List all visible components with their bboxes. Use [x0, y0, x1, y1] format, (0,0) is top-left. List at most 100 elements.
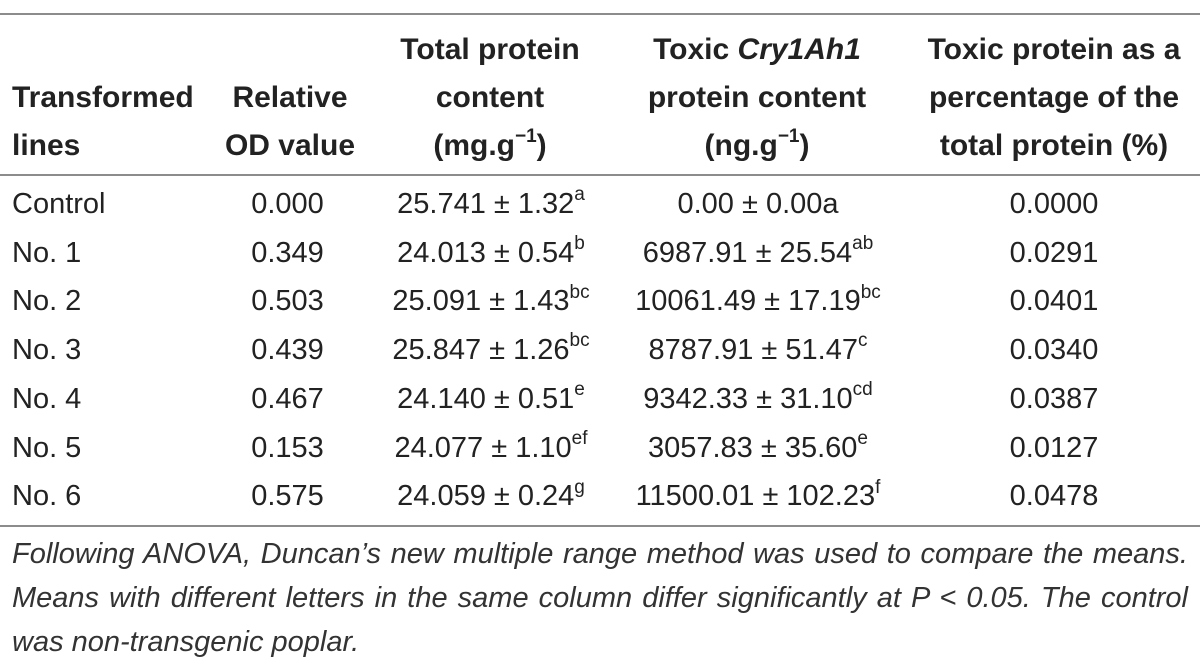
cell-toxic-percentage-value: 0.0000	[1009, 188, 1099, 220]
header-toxic-percentage: Toxic protein as a percentage of the tot…	[908, 20, 1200, 170]
cell-relative-od: 0.153	[210, 424, 365, 472]
table-row: No. 4 0.467 24.140 ± 0.51e 9342.33 ± 31.10c…	[0, 375, 1200, 423]
cell-transformed-line-value: No. 3	[12, 334, 82, 367]
cell-toxic-protein: 6987.91 ± 25.54ab	[610, 229, 906, 277]
header-line: (mg.g−1)	[370, 122, 610, 170]
significance-letter: ab	[852, 233, 874, 255]
cell-relative-od: 0.439	[210, 326, 365, 374]
cell-transformed-line-value: No. 6	[12, 480, 82, 513]
cell-toxic-percentage-value: 0.0340	[1009, 334, 1099, 367]
table-footnote: Following ANOVA, Duncan’s new multiple r…	[12, 538, 1188, 658]
cell-transformed-line-value: Control	[12, 188, 106, 220]
cell-relative-od-value: 0.575	[251, 480, 324, 513]
cell-relative-od: 0.575	[210, 472, 365, 520]
cell-toxic-protein: 8787.91 ± 51.47c	[610, 326, 906, 374]
cell-relative-od: 0.000	[210, 180, 365, 228]
header-line: total protein (%)	[939, 129, 1169, 162]
cell-transformed-line-value: No. 1	[12, 236, 82, 269]
cell-relative-od-value: 0.439	[251, 334, 324, 367]
header-unit: (ng.g	[704, 129, 778, 162]
cell-toxic-protein-value: 11500.01 ± 102.23	[635, 480, 876, 513]
cell-total-protein-value: 25.741 ± 1.32	[397, 188, 575, 220]
header-unit: (mg.g	[433, 129, 515, 162]
cell-total-protein: 24.140 ± 0.51e	[366, 375, 616, 423]
header-line: (ng.g−1)	[612, 122, 902, 170]
cell-total-protein-value: 25.847 ± 1.26	[392, 334, 570, 367]
cell-toxic-protein: 0.00 ± 0.00a	[610, 180, 906, 228]
cell-total-protein: 25.091 ± 1.43bc	[366, 277, 616, 325]
cell-toxic-protein-value: 0.00 ± 0.00a	[677, 188, 839, 220]
header-line: percentage of the	[928, 81, 1180, 114]
cell-relative-od: 0.349	[210, 229, 365, 277]
cell-toxic-percentage: 0.0478	[908, 472, 1200, 520]
cell-transformed-line: No. 5	[12, 424, 81, 472]
cell-toxic-percentage: 0.0000	[908, 180, 1200, 228]
significance-letter: e	[574, 379, 585, 401]
significance-letter: bc	[860, 281, 881, 303]
cell-relative-od-value: 0.153	[251, 431, 324, 464]
significance-letter: cd	[852, 379, 873, 401]
cell-toxic-percentage: 0.0387	[908, 375, 1200, 423]
cell-transformed-line-value: No. 5	[12, 431, 82, 464]
header-text: Toxic	[653, 33, 738, 66]
cell-toxic-percentage-value: 0.0401	[1009, 285, 1099, 318]
cell-transformed-line: No. 6	[12, 472, 81, 520]
cell-total-protein: 24.059 ± 0.24g	[366, 472, 616, 520]
significance-letter: a	[574, 184, 585, 206]
table-row: No. 3 0.439 25.847 ± 1.26bc 8787.91 ± 51.47…	[0, 326, 1200, 374]
cell-transformed-line: No. 2	[12, 277, 81, 325]
cell-relative-od-value: 0.000	[251, 188, 324, 220]
cell-transformed-line-value: No. 2	[12, 285, 82, 318]
header-unit-exponent: −1	[777, 126, 800, 147]
significance-letter: b	[574, 233, 585, 255]
cell-toxic-protein: 3057.83 ± 35.60e	[610, 424, 906, 472]
cell-relative-od-value: 0.349	[251, 236, 324, 269]
header-toxic-protein: Toxic Cry1Ah1 protein content (ng.g−1)	[612, 20, 902, 170]
header-line: Relative	[232, 81, 348, 114]
cell-toxic-protein: 9342.33 ± 31.10cd	[610, 375, 906, 423]
significance-letter: e	[857, 427, 868, 449]
cell-total-protein: 25.741 ± 1.32a	[366, 180, 616, 228]
cell-toxic-percentage: 0.0127	[908, 424, 1200, 472]
cell-transformed-line: No. 4	[12, 375, 81, 423]
header-line: Toxic Cry1Ah1	[612, 26, 902, 74]
cell-toxic-percentage: 0.0340	[908, 326, 1200, 374]
cell-toxic-protein: 10061.49 ± 17.19bc	[610, 277, 906, 325]
header-transformed-lines: Transformed lines	[12, 20, 194, 170]
header-line: lines	[12, 129, 81, 162]
header-relative-od: Relative OD value	[210, 20, 370, 170]
cell-toxic-percentage: 0.0401	[908, 277, 1200, 325]
significance-letter: c	[857, 330, 868, 352]
cell-toxic-protein-value: 8787.91 ± 51.47	[648, 334, 858, 367]
significance-letter: f	[875, 476, 881, 498]
header-total-protein: Total protein content (mg.g−1)	[370, 20, 610, 170]
header-unit-close: )	[799, 129, 810, 162]
cell-toxic-percentage-value: 0.0291	[1009, 236, 1099, 269]
header-gene-name: Cry1Ah1	[737, 33, 861, 66]
header-unit-close: )	[536, 129, 547, 162]
header-line: OD value	[224, 129, 356, 162]
table-row: No. 1 0.349 24.013 ± 0.54b 6987.91 ± 25.54a…	[0, 229, 1200, 277]
cell-relative-od-value: 0.467	[251, 382, 324, 415]
table-top-rule	[0, 13, 1200, 15]
cell-transformed-line: No. 1	[12, 229, 81, 277]
cell-toxic-protein-value: 9342.33 ± 31.10	[643, 382, 853, 415]
cell-relative-od-value: 0.503	[251, 285, 324, 318]
cell-total-protein-value: 24.077 ± 1.10	[394, 431, 572, 464]
cell-total-protein: 25.847 ± 1.26bc	[366, 326, 616, 374]
cell-transformed-line: Control	[12, 180, 106, 228]
header-rule	[0, 174, 1200, 176]
cell-transformed-line-value: No. 4	[12, 382, 82, 415]
significance-letter: ef	[571, 427, 588, 449]
table-row: No. 2 0.503 25.091 ± 1.43bc 10061.49 ± 17.1…	[0, 277, 1200, 325]
cell-toxic-percentage-value: 0.0127	[1009, 431, 1099, 464]
cell-toxic-percentage-value: 0.0478	[1009, 480, 1099, 513]
header-line: Transformed	[12, 81, 194, 114]
header-line: Total protein	[400, 33, 580, 66]
cell-relative-od: 0.503	[210, 277, 365, 325]
cell-toxic-protein-value: 10061.49 ± 17.19	[635, 285, 861, 318]
significance-letter: g	[574, 476, 585, 498]
cell-total-protein: 24.077 ± 1.10ef	[366, 424, 616, 472]
header-line: content	[435, 81, 545, 114]
cell-relative-od: 0.467	[210, 375, 365, 423]
